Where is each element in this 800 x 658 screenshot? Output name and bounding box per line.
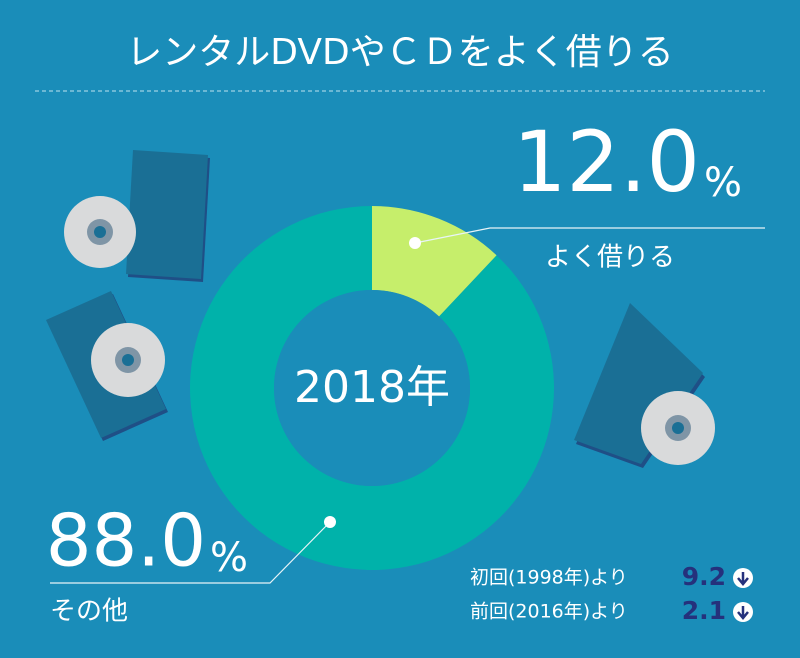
leader-lines [50,227,765,584]
down-arrow [737,606,749,620]
donut-hole [274,290,470,486]
value-unit: % [704,160,742,206]
comparison-value: 9.2 [682,562,726,591]
title: レンタルDVDやＣＤをよく借りる [126,32,673,73]
leader-dot [324,516,336,528]
comparison-label: 前回(2016年)より [470,601,628,623]
donut [189,206,554,571]
value-label: 12.0 [513,113,700,211]
donut-segment [189,206,554,571]
value-label: 88.0 [46,499,206,583]
category-label: よく借りる [545,243,675,273]
center-label: 2018年 [294,362,450,413]
comparison-value: 2.1 [682,596,726,625]
labels: 12.0 % よく借りる 88.0 % その他 初回(1998年)より 9.2 前回(2016年… [46,113,753,627]
comparison-label: 初回(1998年)より [470,567,628,589]
category-label: その他 [50,597,128,627]
leader-dot [409,237,421,249]
donut-segment [372,206,497,317]
decoration [46,150,715,468]
down-arrow [737,572,749,586]
value-unit: % [210,535,248,581]
